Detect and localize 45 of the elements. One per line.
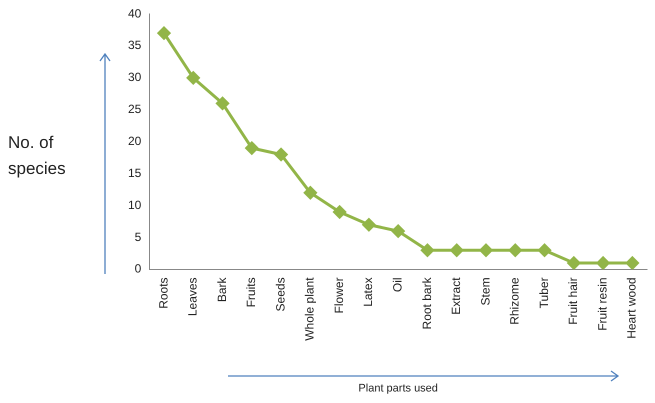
point	[186, 71, 200, 84]
x-tick-label: Extract	[449, 276, 464, 315]
y-tick-label: 25	[128, 102, 142, 116]
x-axis-title: Plant parts used	[358, 382, 438, 394]
point	[538, 244, 552, 257]
y-tick-label: 10	[128, 198, 142, 212]
point	[596, 256, 610, 270]
point	[479, 244, 492, 257]
point	[392, 224, 405, 238]
x-tick-label: Whole plant	[302, 276, 317, 341]
y-tick-label: 5	[134, 230, 142, 244]
y-tick-label: 20	[128, 134, 142, 148]
x-tick-label: Heart wood	[624, 277, 639, 339]
y-tick-label: 30	[128, 70, 142, 84]
x-tick-label: Bark	[214, 276, 229, 302]
x-tick-label: Roots	[156, 277, 170, 309]
x-tick-label: Fruit resin	[595, 277, 610, 331]
x-tick-label: Fruit hair	[566, 277, 580, 325]
point	[245, 142, 258, 155]
y-tick-label: 35	[128, 38, 142, 52]
x-tick-label: Fruits	[244, 277, 258, 308]
x-tick-label: Seeds	[273, 277, 288, 312]
x-tick-label: Tuber	[536, 277, 551, 308]
x-tick-label: Leaves	[186, 277, 200, 316]
point	[450, 244, 464, 257]
point	[508, 244, 522, 257]
point	[304, 186, 317, 200]
point	[626, 256, 639, 270]
point	[274, 148, 288, 161]
x-tick-label: Rhizome	[508, 277, 522, 325]
point	[216, 96, 230, 110]
point	[420, 244, 434, 257]
point	[333, 205, 346, 218]
point	[157, 26, 170, 40]
x-tick-label: Flower	[332, 277, 346, 314]
y-tick-label: 15	[128, 166, 142, 180]
y-tick-label: 0	[134, 262, 142, 276]
x-tick-label: Stem	[478, 277, 492, 306]
x-tick-label: Latex	[361, 277, 376, 307]
point	[567, 256, 580, 270]
y-axis-title: No. of species	[8, 132, 67, 180]
x-tick-label: Oil	[390, 277, 404, 292]
x-tick-label: Root bark	[420, 276, 434, 330]
point	[362, 218, 376, 232]
y-tick-label: 40	[128, 6, 142, 20]
